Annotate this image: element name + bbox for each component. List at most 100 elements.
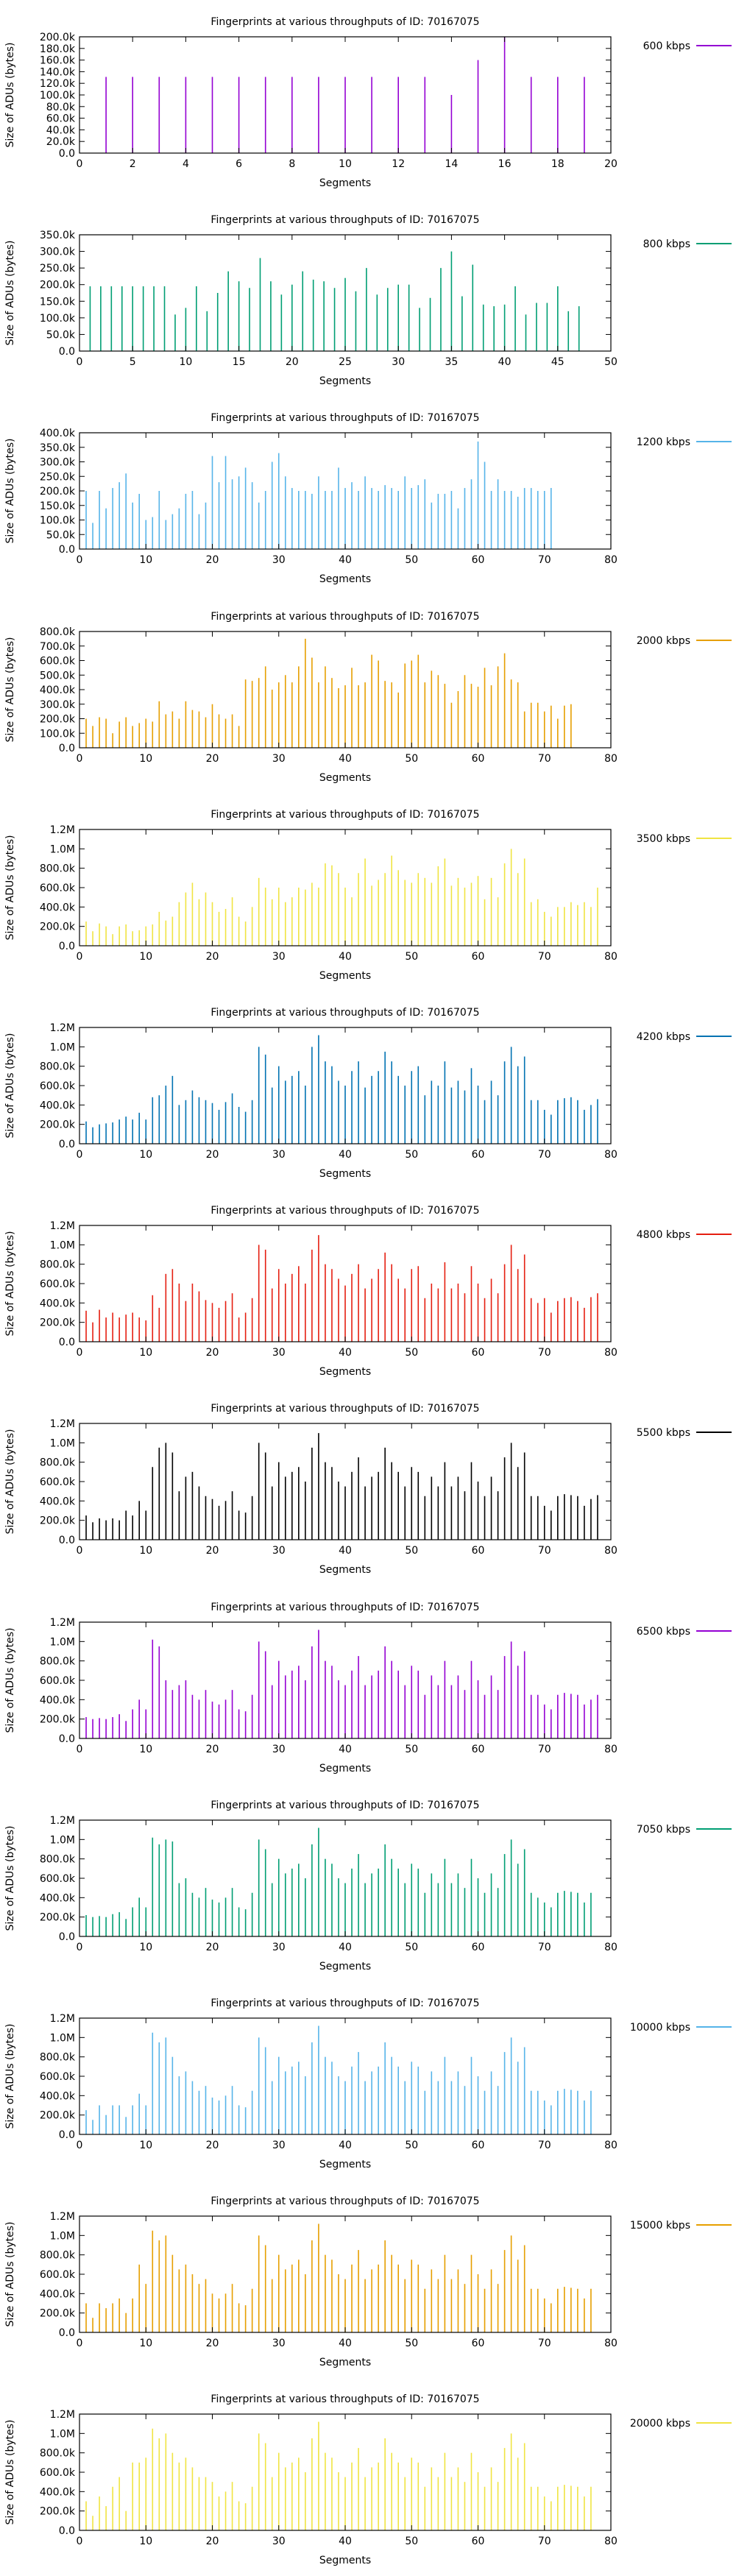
x-tick-label: 0 [77,1347,83,1359]
y-tick-label: 1.0M [50,1636,75,1648]
y-axis-label: Size of ADUs (bytes) [4,2024,16,2129]
x-tick-label: 12 [392,158,405,170]
y-tick-label: 1.0M [50,1239,75,1251]
y-axis-label: Size of ADUs (bytes) [4,2420,16,2525]
x-tick-label: 20 [206,1347,219,1359]
y-tick-label: 800.0k [40,1656,76,1668]
x-tick-label: 45 [551,356,565,368]
y-tick-label: 200.0k [40,1317,76,1329]
y-tick-label: 200.0k [40,2110,76,2122]
y-axis-label: Size of ADUs (bytes) [4,1231,16,1337]
chart-title: Fingerprints at various throughputs of I… [210,1800,479,1811]
x-tick-label: 20 [206,1149,219,1161]
chart-title: Fingerprints at various throughputs of I… [210,412,479,424]
x-tick-label: 50 [405,2140,418,2151]
x-tick-label: 80 [604,753,618,765]
x-tick-label: 10 [139,753,152,765]
legend-label: 4800 kbps [637,1229,690,1241]
x-tick-label: 30 [272,2536,286,2547]
x-tick-label: 40 [339,554,352,566]
x-axis-label: Segments [319,1564,371,1576]
y-axis-label: Size of ADUs (bytes) [4,637,16,743]
x-axis-label: Segments [319,1168,371,1180]
chart-title: Fingerprints at various throughputs of I… [210,1403,479,1415]
y-tick-label: 400.0k [40,1892,76,1904]
legend-label: 5500 kbps [637,1427,690,1439]
y-tick-label: 600.0k [40,882,76,894]
x-tick-label: 30 [272,1744,286,1755]
y-tick-label: 1.2M [50,1418,75,1430]
x-tick-label: 70 [538,2536,551,2547]
legend-label: 3500 kbps [637,833,690,845]
x-axis-label: Segments [319,1366,371,1378]
y-tick-label: 400.0k [40,1496,76,1507]
x-tick-label: 50 [405,753,418,765]
legend-label: 15000 kbps [630,2220,690,2232]
x-tick-label: 40 [339,753,352,765]
y-tick-label: 1.0M [50,1041,75,1053]
x-tick-label: 20 [206,554,219,566]
y-axis-label: Size of ADUs (bytes) [4,1033,16,1139]
x-tick-label: 20 [286,356,299,368]
x-tick-label: 10 [139,1347,152,1359]
x-tick-label: 20 [604,158,618,170]
x-tick-label: 60 [472,1545,485,1557]
x-tick-label: 2 [130,158,136,170]
x-tick-label: 80 [604,1942,618,1953]
x-tick-label: 70 [538,951,551,963]
chart-panel: Fingerprints at various throughputs of I… [4,412,732,585]
y-tick-label: 0.0 [59,1337,75,1348]
x-tick-label: 30 [272,1545,286,1557]
x-tick-label: 5 [130,356,136,368]
y-tick-label: 250.0k [40,471,76,483]
y-tick-label: 800.0k [40,626,76,638]
x-tick-label: 4 [183,158,189,170]
x-tick-label: 35 [445,356,458,368]
y-tick-label: 200.0k [40,1515,76,1527]
x-tick-label: 20 [206,1545,219,1557]
x-tick-label: 15 [233,356,246,368]
x-tick-label: 30 [272,951,286,963]
y-tick-label: 0.0 [59,148,75,160]
y-tick-label: 300.0k [40,457,76,469]
y-tick-label: 400.0k [40,2486,76,2498]
y-tick-label: 600.0k [40,2071,76,2083]
chart-panel: Fingerprints at various throughputs of I… [4,2393,732,2566]
x-tick-label: 60 [472,951,485,963]
x-tick-label: 10 [339,158,352,170]
y-tick-label: 0.0 [59,941,75,952]
x-tick-label: 10 [139,2338,152,2349]
y-tick-label: 20.0k [46,136,76,148]
x-axis-label: Segments [319,1763,371,1774]
y-tick-label: 800.0k [40,1259,76,1271]
x-tick-label: 80 [604,554,618,566]
chart-title: Fingerprints at various throughputs of I… [210,1007,479,1019]
x-tick-label: 60 [472,1942,485,1953]
y-tick-label: 600.0k [40,1278,76,1290]
x-tick-label: 40 [339,1942,352,1953]
x-tick-label: 70 [538,1149,551,1161]
x-tick-label: 20 [206,2536,219,2547]
x-tick-label: 40 [339,951,352,963]
chart-title: Fingerprints at various throughputs of I… [210,809,479,821]
y-axis-label: Size of ADUs (bytes) [4,1429,16,1535]
chart-panel: Fingerprints at various throughputs of I… [4,1007,732,1180]
y-tick-label: 600.0k [40,1476,76,1488]
y-tick-label: 200.0k [40,921,76,933]
chart-title: Fingerprints at various throughputs of I… [210,1205,479,1217]
x-tick-label: 20 [206,1942,219,1953]
y-tick-label: 800.0k [40,2052,76,2064]
chart-panel: Fingerprints at various throughputs of I… [4,1998,732,2170]
y-tick-label: 400.0k [40,2288,76,2300]
y-tick-label: 400.0k [40,428,76,439]
y-tick-label: 200.0k [40,1714,76,1726]
x-tick-label: 60 [472,2140,485,2151]
legend-label: 20000 kbps [630,2418,690,2430]
x-tick-label: 10 [139,1545,152,1557]
y-tick-label: 1.2M [50,1022,75,1034]
y-tick-label: 400.0k [40,1298,76,1309]
chart-panel: Fingerprints at various throughputs of I… [4,214,732,387]
x-tick-label: 10 [139,951,152,963]
x-tick-label: 30 [272,2140,286,2151]
